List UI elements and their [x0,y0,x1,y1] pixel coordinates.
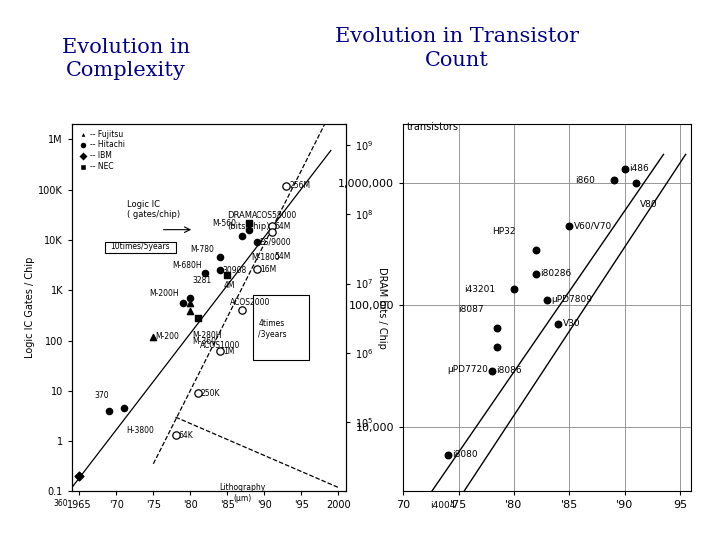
Point [251,265,263,274]
Text: 1M: 1M [223,347,234,356]
Text: Evolution in
Complexity: Evolution in Complexity [62,38,190,80]
Text: μPD7720: μPD7720 [448,365,488,374]
Text: i8080: i8080 [452,450,477,459]
Point [222,271,233,279]
Text: 64K: 64K [179,430,193,440]
Point [236,305,248,314]
Point [214,266,225,274]
Text: Logic IC
( gates/chip): Logic IC ( gates/chip) [127,200,181,219]
Point [492,343,503,352]
Point [199,269,211,278]
Text: μPD7809: μPD7809 [552,295,593,305]
Text: Evolution in Transistor
Count: Evolution in Transistor Count [336,27,579,70]
Text: 30908: 30908 [222,266,246,275]
Y-axis label: Logic IC Gates / Chip: Logic IC Gates / Chip [25,257,35,359]
Text: V30: V30 [563,320,580,328]
Text: i860: i860 [575,176,595,185]
Text: M-280H: M-280H [192,332,222,341]
Point [281,181,292,190]
Text: 16M: 16M [260,265,276,274]
Point [541,295,553,304]
Point [251,238,263,247]
Text: DRAM
(bits/chip): DRAM (bits/chip) [228,211,270,231]
Text: M-780: M-780 [190,245,214,254]
Point [118,404,130,413]
Point [192,314,204,322]
Text: 3281: 3281 [192,276,212,285]
Text: i43201: i43201 [464,285,495,294]
Point [266,228,277,237]
Point [552,320,564,328]
Text: 370: 370 [94,392,109,400]
Text: ES/9000: ES/9000 [259,238,291,247]
Text: ACOS1000: ACOS1000 [200,341,240,350]
Text: i80286: i80286 [541,269,572,278]
Point [177,299,189,308]
Text: 4M: 4M [224,281,235,290]
Text: 360: 360 [53,500,68,509]
Point [148,332,159,341]
Text: i8086: i8086 [496,366,522,375]
Text: M-560: M-560 [212,219,236,228]
Text: i486: i486 [629,164,649,173]
Point [266,222,277,231]
Point [243,225,255,234]
Text: V80: V80 [640,200,658,209]
Point [214,253,225,262]
Text: ACOS58000: ACOS58000 [252,211,297,220]
Point [103,407,114,415]
Point [192,389,204,397]
Text: transistors: transistors [407,122,459,132]
Text: HP32: HP32 [492,227,516,237]
Legend: -- Fujitsu, -- Hitachi, -- IBM, -- NEC: -- Fujitsu, -- Hitachi, -- IBM, -- NEC [76,128,127,173]
Point [73,472,85,481]
Text: i8087: i8087 [459,305,485,314]
Text: M-1800: M-1800 [252,253,280,262]
Text: Lithography
(μm): Lithography (μm) [219,483,265,503]
Point [531,269,542,278]
Text: M-200H: M-200H [150,289,179,298]
Point [508,285,520,294]
Text: 54M: 54M [274,252,291,261]
Text: M-360: M-360 [192,337,217,346]
Point [184,307,196,316]
Text: 4times
/3years: 4times /3years [258,320,287,339]
Text: 256M: 256M [289,181,310,190]
Point [184,294,196,302]
Point [564,222,575,231]
Text: 250K: 250K [201,389,220,398]
Text: 64M: 64M [274,222,291,231]
Point [214,347,225,356]
Point [486,367,498,375]
Point [608,176,619,184]
Text: V60/V70: V60/V70 [574,222,612,231]
Point [630,178,642,187]
Point [420,501,431,510]
Y-axis label: DRAM bits / Chip: DRAM bits / Chip [377,267,387,349]
Text: 10times/5years: 10times/5years [110,242,170,251]
Text: i4004: i4004 [430,501,455,510]
Point [492,323,503,332]
Point [236,232,248,240]
Text: H-3800: H-3800 [126,427,154,435]
Point [442,450,454,459]
Text: M-200: M-200 [156,332,179,341]
Point [184,299,196,308]
Point [531,246,542,254]
Text: ACOS2000: ACOS2000 [230,298,270,307]
Text: M-680H: M-680H [172,261,202,270]
Point [243,218,255,227]
Point [619,164,631,173]
Point [170,431,181,440]
